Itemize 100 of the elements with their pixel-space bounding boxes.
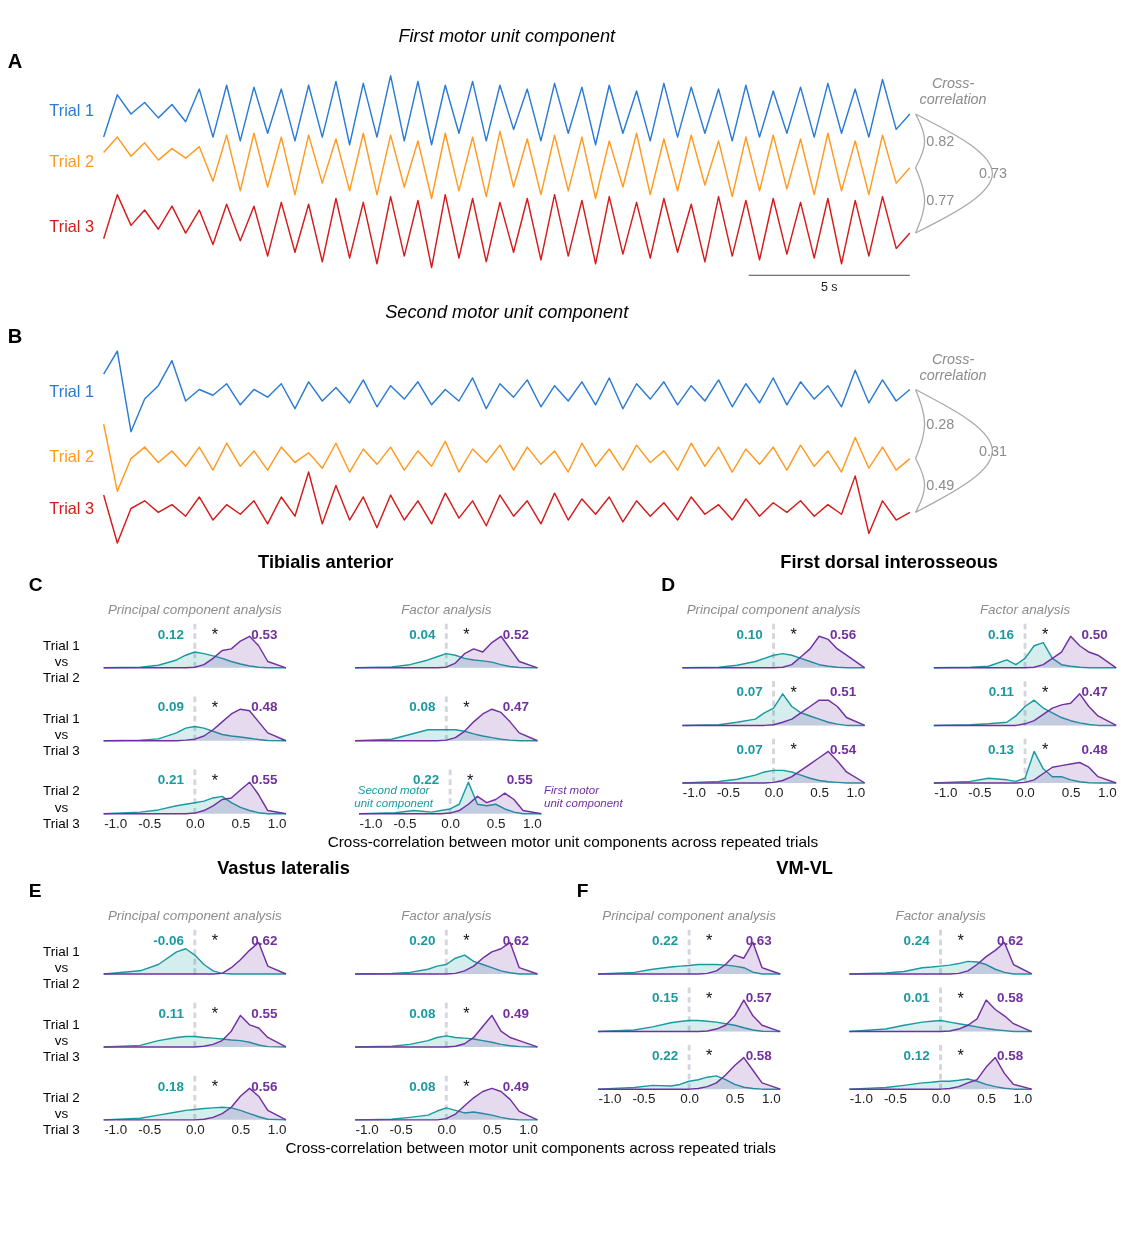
x-tick-label: -0.5: [883, 1091, 908, 1107]
y-axis-title: Trial 1 vs Trial 3: [43, 1016, 80, 1065]
annotation: *: [463, 624, 471, 643]
y-axis-title: Trial 2 vs Trial 3: [43, 1089, 80, 1138]
x-tick-label: 1.0: [846, 784, 866, 800]
annotation: 0.62: [251, 932, 278, 948]
annotation: 0.20: [409, 932, 436, 948]
x-tick-label: 0.0: [931, 1091, 951, 1107]
series-label: Trial 1: [49, 101, 95, 120]
annotation: 0.56: [251, 1078, 278, 1094]
annotation: *: [1041, 624, 1049, 643]
annotation: 0.16: [987, 626, 1015, 642]
annotation: *: [211, 697, 219, 716]
annotation: 0.50: [1081, 626, 1108, 642]
annotation: 0.55: [251, 1005, 279, 1021]
chart-title: Principal component analysis: [107, 602, 283, 618]
annotation: 0.49: [502, 1078, 529, 1094]
chart-title: First motor unit component: [398, 25, 617, 47]
x-tick-label: 0.5: [810, 784, 829, 800]
annotation: *: [790, 624, 798, 643]
annotation: 0.08: [409, 1078, 436, 1094]
annotation: *: [705, 988, 713, 1007]
annotation: *: [957, 931, 965, 950]
text: 0.49: [926, 477, 955, 494]
annotation: 0.55: [506, 772, 534, 788]
x-tick-label: 0.5: [231, 1121, 251, 1137]
chart-title: Principal component analysis: [602, 908, 777, 924]
series-label: Trial 3: [49, 498, 95, 517]
x-tick-label: 1.0: [762, 1091, 781, 1107]
annotation: 0.07: [736, 684, 763, 700]
y-axis-title: Trial 1 vs Trial 3: [43, 710, 80, 759]
annotation: 0.54: [830, 741, 857, 757]
chart-title: Second motor unit component: [385, 300, 630, 322]
annotation: 0.51: [830, 684, 857, 700]
x-tick-label: -1.0: [355, 1121, 379, 1137]
series-label: Trial 2: [49, 447, 95, 466]
chart-title: Principal component analysis: [107, 908, 283, 924]
x-tick-label: 0.5: [1061, 784, 1081, 800]
annotation: 0.13: [987, 741, 1015, 757]
chart-title: Factor analysis: [895, 908, 986, 924]
annotation: 0.58: [997, 1047, 1024, 1063]
annotation: 0.07: [736, 741, 763, 757]
chart-title: Factor analysis: [401, 602, 492, 618]
x-tick-label: 1.0: [267, 1121, 287, 1137]
annotation: *: [1041, 740, 1049, 759]
annotation: *: [463, 697, 471, 716]
text: Tibialis anterior: [258, 551, 394, 573]
y-axis-title: Trial 1 vs Trial 2: [43, 637, 80, 686]
x-tick-label: -1.0: [849, 1091, 874, 1107]
x-tick-label: 1.0: [523, 815, 542, 831]
annotation: 0.58: [997, 990, 1024, 1006]
x-tick-label: -1.0: [104, 815, 128, 831]
x-tick-label: 0.5: [231, 815, 251, 831]
annotation: 0.47: [1081, 684, 1108, 700]
x-axis-title: Cross-correlation between motor unit components across repeated trials: [285, 1139, 777, 1157]
x-tick-label: 0.0: [441, 815, 460, 831]
text: A: [7, 49, 23, 72]
chart-title: Factor analysis: [979, 602, 1071, 618]
annotation: 0.24: [903, 932, 931, 948]
annotation: 0.22: [652, 932, 679, 948]
series-label: Second motor unit component: [354, 783, 434, 810]
chart-title: Principal component analysis: [686, 602, 861, 618]
annotation: *: [705, 931, 713, 950]
annotation: 0.12: [903, 1047, 930, 1063]
annotation: *: [463, 931, 471, 950]
x-axis-title: Cross-correlation between motor unit components across repeated trials: [327, 833, 819, 851]
text: C: [28, 574, 43, 596]
text: 0.77: [926, 192, 955, 209]
annotation: 0.12: [157, 626, 184, 642]
annotation: 0.63: [745, 932, 772, 948]
text: VM-VL: [776, 857, 833, 879]
annotation: 0.47: [502, 699, 529, 715]
annotation: 0.62: [502, 932, 529, 948]
annotation: *: [463, 1077, 471, 1096]
annotation: *: [790, 682, 798, 701]
x-tick-label: -0.5: [716, 784, 741, 800]
annotation: *: [1041, 682, 1049, 701]
text: Vastus lateralis: [217, 857, 350, 879]
annotation: 0.49: [502, 1005, 529, 1021]
x-tick-label: 0.5: [977, 1091, 996, 1107]
annotation: 0.22: [652, 1047, 679, 1063]
annotation: 0.04: [409, 626, 436, 642]
series-label: Trial 1: [49, 381, 95, 400]
text: D: [661, 574, 676, 596]
x-tick-label: 0.0: [764, 784, 784, 800]
x-tick-label: 0.5: [486, 815, 506, 831]
annotation: *: [957, 1046, 965, 1065]
annotation: *: [790, 740, 798, 759]
x-tick-label: -1.0: [682, 784, 707, 800]
text: 0.28: [926, 415, 955, 432]
x-tick-label: 0.0: [680, 1091, 699, 1107]
text: Cross-correlation: [919, 75, 987, 108]
x-tick-label: -0.5: [968, 784, 992, 800]
annotation: *: [211, 1004, 219, 1023]
y-axis-title: Trial 2 vs Trial 3: [43, 783, 80, 832]
series-label: Trial 2: [49, 152, 95, 171]
text: F: [576, 880, 589, 902]
annotation: 0.08: [409, 699, 436, 715]
annotation: *: [211, 624, 219, 643]
text: 5 s: [820, 279, 838, 294]
